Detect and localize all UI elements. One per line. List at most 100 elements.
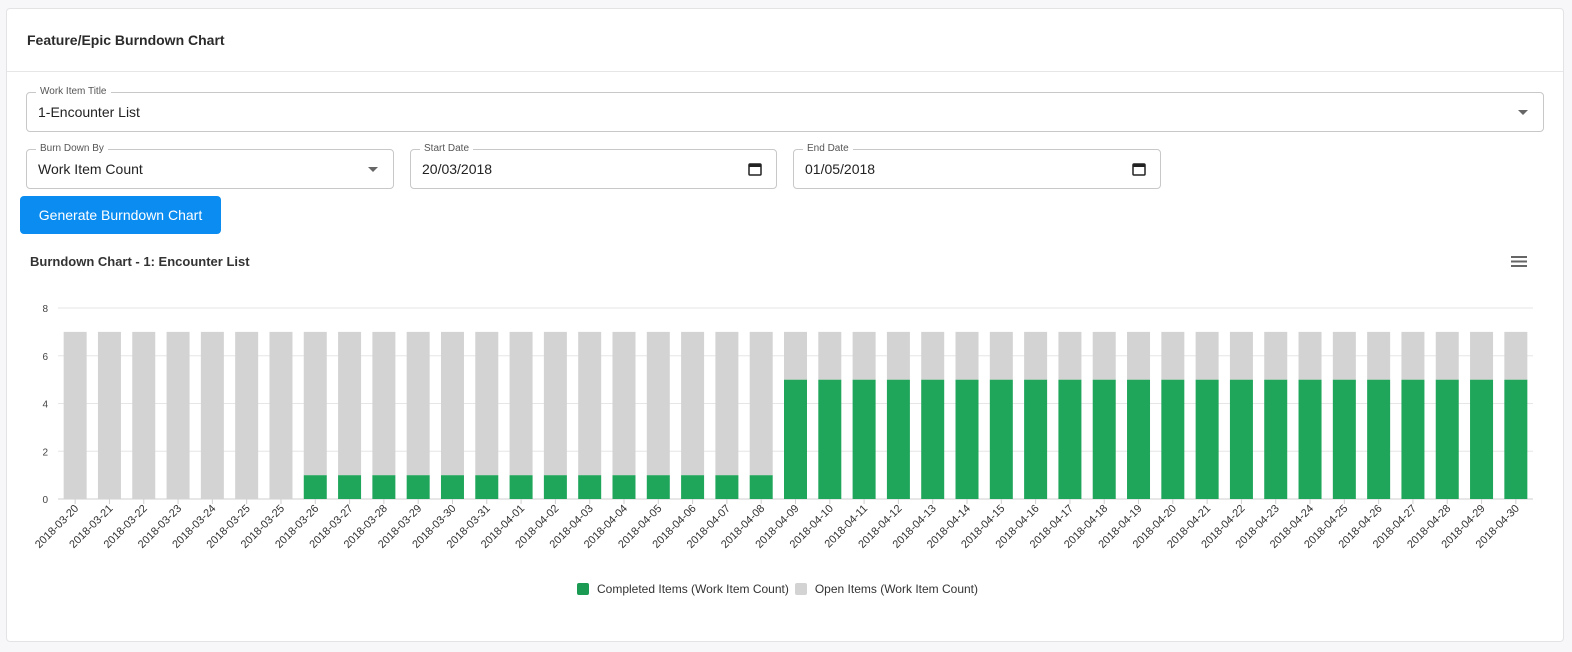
bar-completed <box>1332 379 1356 499</box>
hamburger-menu-icon[interactable] <box>1511 255 1527 273</box>
start-date-label: Start Date <box>420 143 474 155</box>
bar-completed <box>921 379 945 499</box>
bar-completed <box>1401 379 1425 499</box>
start-date-value: 20/03/2018 <box>422 161 493 177</box>
legend-completed-label: Completed Items (Work Item Count) <box>597 582 789 596</box>
bar-completed <box>852 379 876 499</box>
bar-completed <box>1161 379 1185 499</box>
burn-down-by-label: Burn Down By <box>36 143 108 155</box>
bar-open <box>1264 331 1288 380</box>
chevron-down-icon <box>1518 110 1528 115</box>
bar-open <box>509 331 533 476</box>
bar-completed <box>406 475 430 499</box>
bar-open <box>475 331 499 476</box>
bar-completed <box>475 475 499 499</box>
bar-completed <box>1024 379 1048 499</box>
bar-open <box>338 331 362 476</box>
burn-down-by-select[interactable]: Burn Down By Work Item Count <box>26 143 394 189</box>
bar-completed <box>1504 379 1528 499</box>
bar-completed <box>578 475 602 499</box>
legend-open[interactable]: Open Items (Work Item Count) <box>794 582 979 596</box>
bar-open <box>1161 331 1185 380</box>
burn-down-by-value: Work Item Count <box>38 161 143 177</box>
bar-completed <box>1470 379 1494 499</box>
bar-completed <box>303 475 327 499</box>
page-title: Feature/Epic Burndown Chart <box>7 9 1563 72</box>
bar-completed <box>1127 379 1151 499</box>
bar-open <box>1504 331 1528 380</box>
bar-completed <box>543 475 567 499</box>
bar-completed <box>955 379 979 499</box>
bar-open <box>921 331 945 380</box>
bar-completed <box>818 379 842 499</box>
bar-completed <box>784 379 807 499</box>
bar-open <box>886 331 910 380</box>
bar-open <box>1127 331 1151 380</box>
work-item-value: 1-Encounter List <box>38 104 140 120</box>
bar-completed <box>1367 379 1391 499</box>
calendar-icon[interactable] <box>748 162 762 181</box>
bar-open <box>303 331 327 476</box>
bar-open <box>955 331 979 380</box>
bar-open <box>1024 331 1048 380</box>
bar-completed <box>1058 379 1082 499</box>
bar-open <box>1195 331 1219 380</box>
bar-open <box>63 331 87 499</box>
y-tick-label: 4 <box>42 400 48 411</box>
bar-completed <box>715 475 739 499</box>
bar-open <box>646 331 670 476</box>
bar-completed <box>1092 379 1116 499</box>
bar-open <box>440 331 464 476</box>
bar-completed <box>612 475 636 499</box>
bar-open <box>269 331 293 499</box>
end-date-value: 01/05/2018 <box>805 161 876 177</box>
bar-completed <box>886 379 910 499</box>
bar-open <box>749 331 773 476</box>
chart-title: Burndown Chart - 1: Encounter List <box>30 254 250 269</box>
bar-completed <box>372 475 396 499</box>
bar-open <box>818 331 842 380</box>
legend-completed-swatch <box>577 583 589 595</box>
start-date-input[interactable]: Start Date 20/03/2018 <box>410 143 777 189</box>
bar-open <box>1092 331 1116 380</box>
chart-legend: Completed Items (Work Item Count) Open I… <box>577 582 984 596</box>
bar-completed <box>1195 379 1219 499</box>
generate-burndown-button[interactable]: Generate Burndown Chart <box>20 196 221 234</box>
bar-open <box>1298 331 1322 380</box>
bar-open <box>1229 331 1253 380</box>
bar-completed <box>509 475 533 499</box>
bar-open <box>578 331 602 476</box>
bar-completed <box>749 475 773 499</box>
end-date-label: End Date <box>803 143 853 155</box>
bar-completed <box>1435 379 1459 499</box>
end-date-input[interactable]: End Date 01/05/2018 <box>793 143 1161 189</box>
work-item-label: Work Item Title <box>36 86 111 98</box>
bar-completed <box>338 475 362 499</box>
bar-open <box>852 331 876 380</box>
bar-open <box>166 331 190 499</box>
bar-completed <box>1264 379 1288 499</box>
legend-completed[interactable]: Completed Items (Work Item Count) <box>577 582 789 596</box>
bar-open <box>1367 331 1391 380</box>
y-tick-label: 6 <box>42 352 48 363</box>
bar-open <box>1058 331 1082 380</box>
bar-open <box>543 331 567 476</box>
bar-open <box>97 331 121 499</box>
bar-completed <box>440 475 464 499</box>
work-item-select[interactable]: Work Item Title 1-Encounter List <box>26 86 1544 132</box>
calendar-icon[interactable] <box>1132 162 1146 181</box>
y-tick-label: 0 <box>42 495 48 506</box>
bar-open <box>1401 331 1425 380</box>
bar-open <box>1435 331 1459 380</box>
bar-completed <box>681 475 705 499</box>
bar-open <box>784 331 807 380</box>
bar-open <box>235 331 259 499</box>
y-tick-label: 2 <box>42 447 48 458</box>
bar-open <box>1470 331 1494 380</box>
bar-completed <box>1229 379 1253 499</box>
legend-open-label: Open Items (Work Item Count) <box>814 582 979 596</box>
bar-completed <box>1298 379 1322 499</box>
bar-open <box>372 331 396 476</box>
bar-open <box>681 331 705 476</box>
